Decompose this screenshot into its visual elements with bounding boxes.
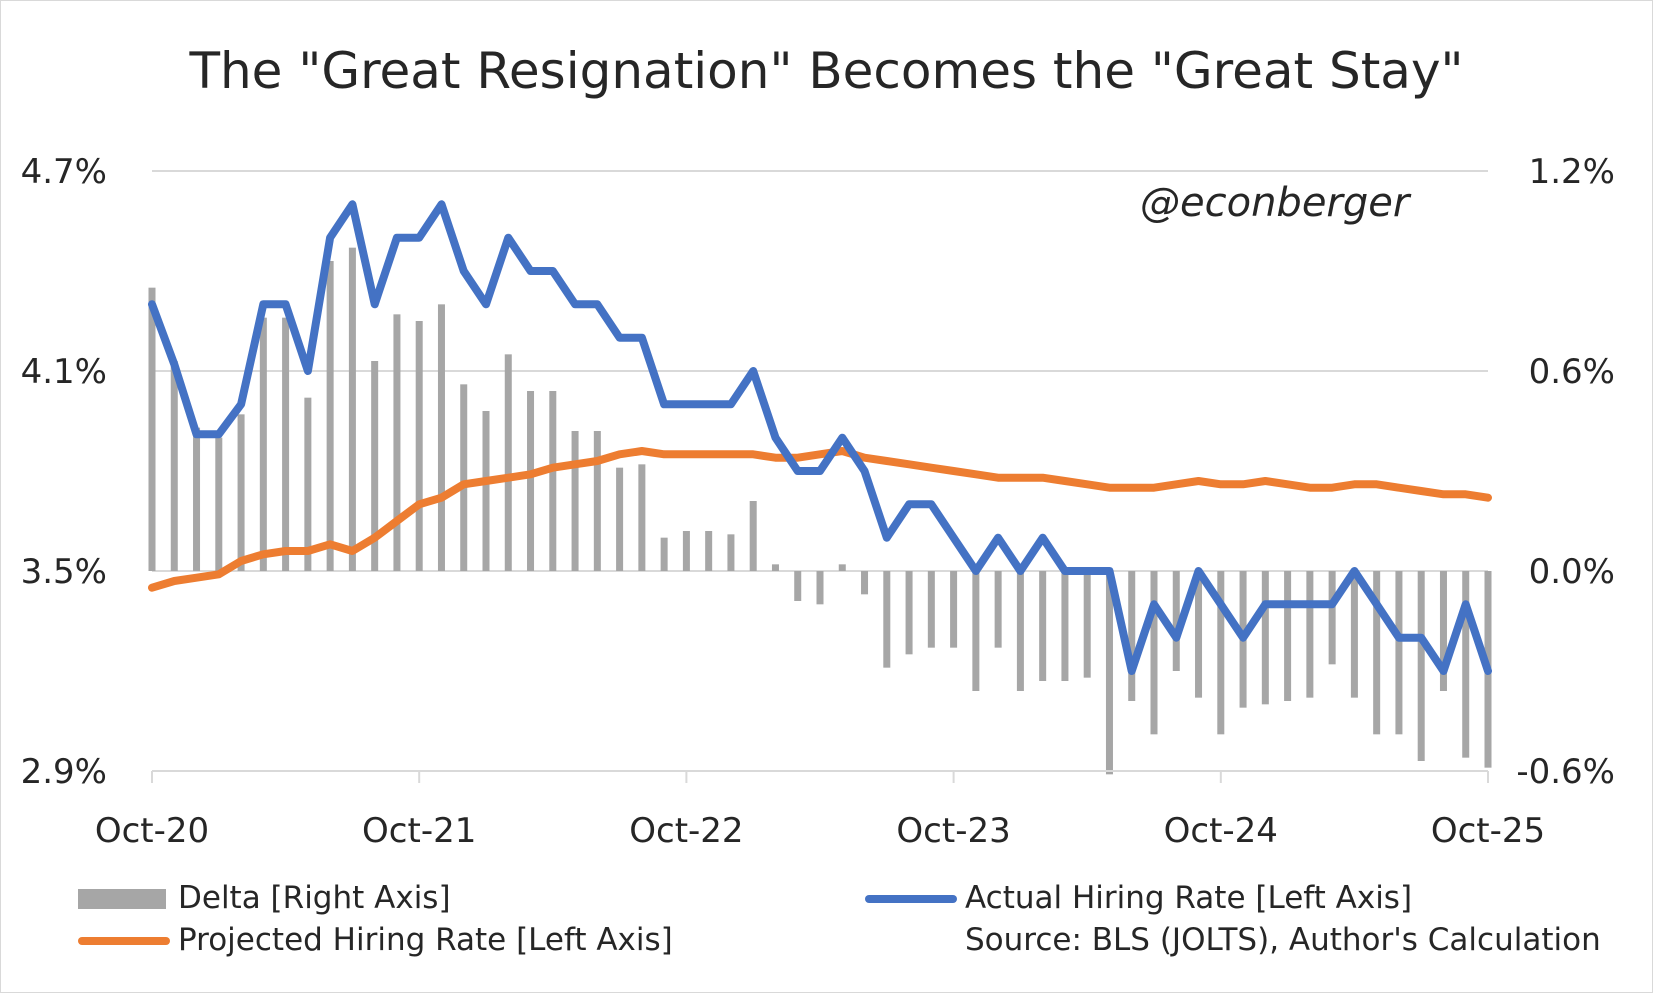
line-series <box>148 200 1492 675</box>
delta-bar <box>794 571 802 601</box>
delta-bar <box>1306 571 1314 698</box>
x-axis-tick-label: Oct-20 <box>95 811 209 851</box>
right-axis-tick-label: 0.6% <box>1529 352 1615 392</box>
delta-bar <box>616 467 624 571</box>
delta-bar <box>660 537 668 571</box>
delta-bar <box>905 571 913 655</box>
delta-bar <box>259 317 267 571</box>
delta-bar <box>1061 571 1069 681</box>
delta-bar <box>638 464 646 571</box>
delta-bar <box>1462 571 1470 758</box>
left-axis-tick-label: 3.5% <box>21 552 107 592</box>
delta-bar <box>927 571 935 648</box>
legend-swatch-delta <box>78 889 166 909</box>
delta-bar <box>415 321 423 571</box>
projected-hiring-line <box>148 447 1492 592</box>
left-axis-tick-label: 4.7% <box>21 152 107 192</box>
delta-bar <box>371 361 379 571</box>
delta-bar <box>1105 571 1113 775</box>
delta-bar <box>1439 571 1447 691</box>
x-axis-tick-label: Oct-24 <box>1164 811 1278 851</box>
tick-labels: 4.7% 4.1% 3.5% 2.9% 1.2% 0.6% 0.0% -0.6% Oct-20 O… <box>21 152 1615 851</box>
delta-bar <box>1328 571 1336 665</box>
delta-bar <box>1083 571 1091 678</box>
delta-bar <box>1395 571 1403 735</box>
delta-bar <box>771 564 779 571</box>
right-axis-tick-label: 1.2% <box>1529 152 1615 192</box>
x-axis-tick-label: Oct-22 <box>629 811 743 851</box>
delta-bars <box>148 247 1492 775</box>
delta-bar <box>1150 571 1158 735</box>
delta-bar <box>1016 571 1024 691</box>
delta-bar <box>749 501 757 571</box>
x-axis-tick-label: Oct-21 <box>362 811 476 851</box>
delta-bar <box>593 431 601 571</box>
delta-bar <box>304 397 312 571</box>
axes <box>151 770 1489 783</box>
delta-bar <box>972 571 980 691</box>
delta-bar <box>1417 571 1425 761</box>
x-axis-tick-label: Oct-25 <box>1431 811 1545 851</box>
delta-bar <box>326 261 334 571</box>
delta-bar <box>994 571 1002 648</box>
legend-item-delta: Delta [Right Axis] <box>78 880 498 920</box>
legend-label-delta: Delta [Right Axis] <box>178 880 451 916</box>
delta-bar <box>348 247 356 571</box>
delta-bar <box>527 391 535 571</box>
left-axis-tick-label: 4.1% <box>21 352 107 392</box>
delta-bar <box>838 564 846 571</box>
legend-swatch-projected <box>78 937 170 945</box>
legend-label-actual: Actual Hiring Rate [Left Axis] <box>965 880 1413 916</box>
delta-bar <box>1350 571 1358 698</box>
delta-bar <box>170 361 178 571</box>
delta-bar <box>437 304 445 571</box>
delta-bar <box>549 391 557 571</box>
delta-bar <box>1128 571 1136 701</box>
delta-bar <box>282 317 290 571</box>
delta-bar <box>460 384 468 571</box>
legend-label-projected: Projected Hiring Rate [Left Axis] <box>178 922 673 958</box>
watermark-handle: @econberger <box>1140 180 1410 226</box>
x-axis-tick-label: Oct-23 <box>896 811 1010 851</box>
delta-bar <box>393 314 401 571</box>
delta-bar <box>504 354 512 571</box>
delta-bar <box>482 411 490 571</box>
right-axis-tick-label: 0.0% <box>1529 552 1615 592</box>
delta-bar <box>727 534 735 571</box>
delta-bar <box>1195 571 1203 698</box>
source-note: Source: BLS (JOLTS), Author's Calculatio… <box>965 922 1601 958</box>
delta-bar <box>883 571 891 668</box>
delta-bar <box>148 287 156 571</box>
legend-item-projected: Projected Hiring Rate [Left Axis] <box>78 922 698 962</box>
delta-bar <box>571 431 579 571</box>
legend-swatch-actual <box>865 895 957 903</box>
delta-bar <box>705 531 713 571</box>
delta-bar <box>1261 571 1269 705</box>
delta-bar <box>950 571 958 648</box>
chart-title: The "Great Resignation" Becomes the "Gre… <box>189 42 1464 100</box>
delta-bar <box>1172 571 1180 671</box>
delta-bar <box>237 414 245 571</box>
delta-bar <box>682 531 690 571</box>
legend-item-actual: Actual Hiring Rate [Left Axis] <box>865 880 1425 920</box>
right-axis-tick-label: -0.6% <box>1516 752 1615 792</box>
delta-bar <box>193 427 201 571</box>
delta-bar <box>215 437 223 571</box>
delta-bar <box>861 571 869 595</box>
delta-bar <box>1284 571 1292 701</box>
delta-bar <box>1217 571 1225 735</box>
delta-bar <box>816 571 824 605</box>
delta-bar <box>1373 571 1381 735</box>
delta-bar <box>1039 571 1047 681</box>
actual-hiring-line <box>148 200 1492 675</box>
left-axis-tick-label: 2.9% <box>21 752 107 792</box>
